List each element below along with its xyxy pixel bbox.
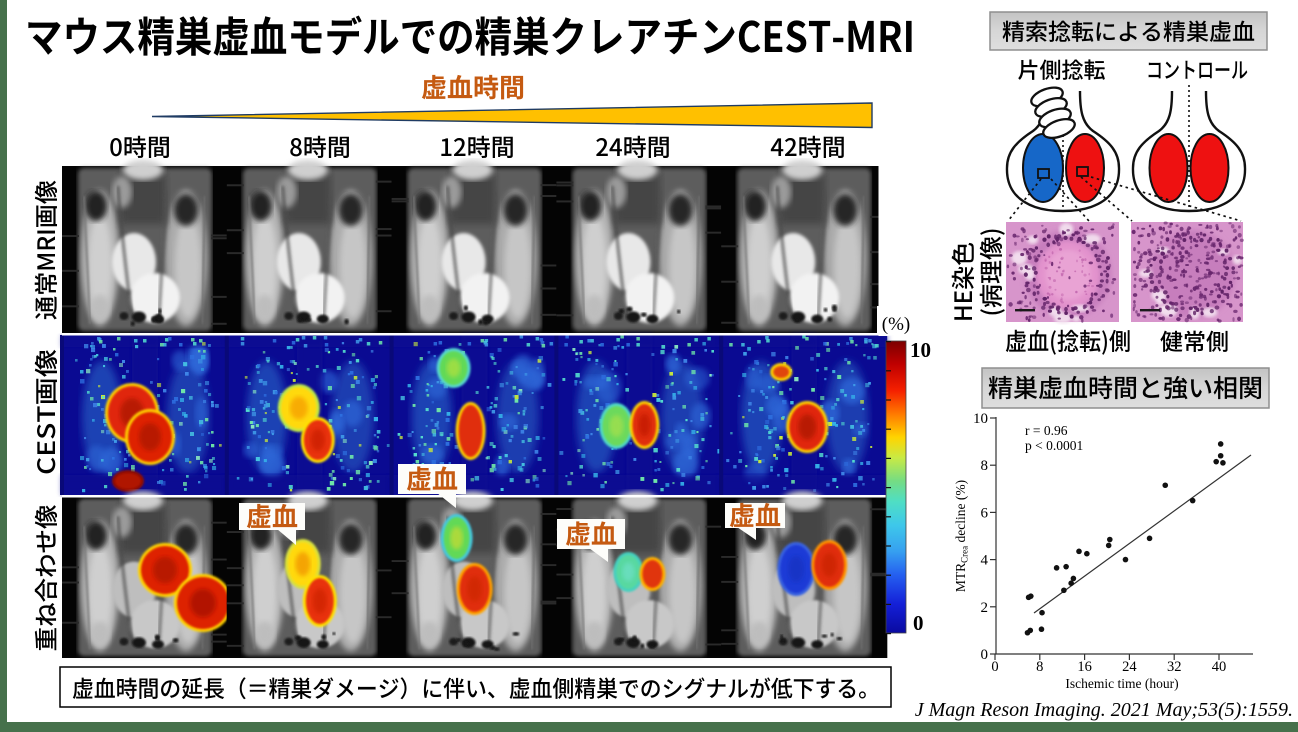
svg-text:8: 8	[1036, 659, 1043, 675]
svg-text:p < 0.0001: p < 0.0001	[1025, 438, 1083, 453]
svg-text:10: 10	[910, 338, 931, 362]
svg-text:16: 16	[1077, 659, 1092, 675]
svg-text:6: 6	[981, 505, 989, 521]
svg-text:Ischemic time (hour): Ischemic time (hour)	[1065, 676, 1178, 691]
svg-text:32: 32	[1167, 659, 1182, 675]
svg-text:10: 10	[973, 411, 988, 427]
svg-text:2: 2	[981, 600, 989, 616]
svg-text:24: 24	[1122, 659, 1137, 675]
svg-text:0: 0	[981, 647, 989, 663]
svg-text:0: 0	[913, 611, 924, 635]
svg-text:r = 0.96: r = 0.96	[1025, 423, 1068, 438]
svg-text:MTRCrea decline (%): MTRCrea decline (%)	[953, 480, 970, 592]
svg-text:8: 8	[981, 458, 989, 474]
svg-text:40: 40	[1212, 659, 1227, 675]
svg-text:0: 0	[991, 659, 998, 675]
svg-text:(%): (%)	[882, 314, 910, 335]
svg-text:4: 4	[981, 553, 989, 569]
svg-text:J Magn Reson Imaging. 2021 May: J Magn Reson Imaging. 2021 May;53(5):155…	[915, 699, 1293, 721]
